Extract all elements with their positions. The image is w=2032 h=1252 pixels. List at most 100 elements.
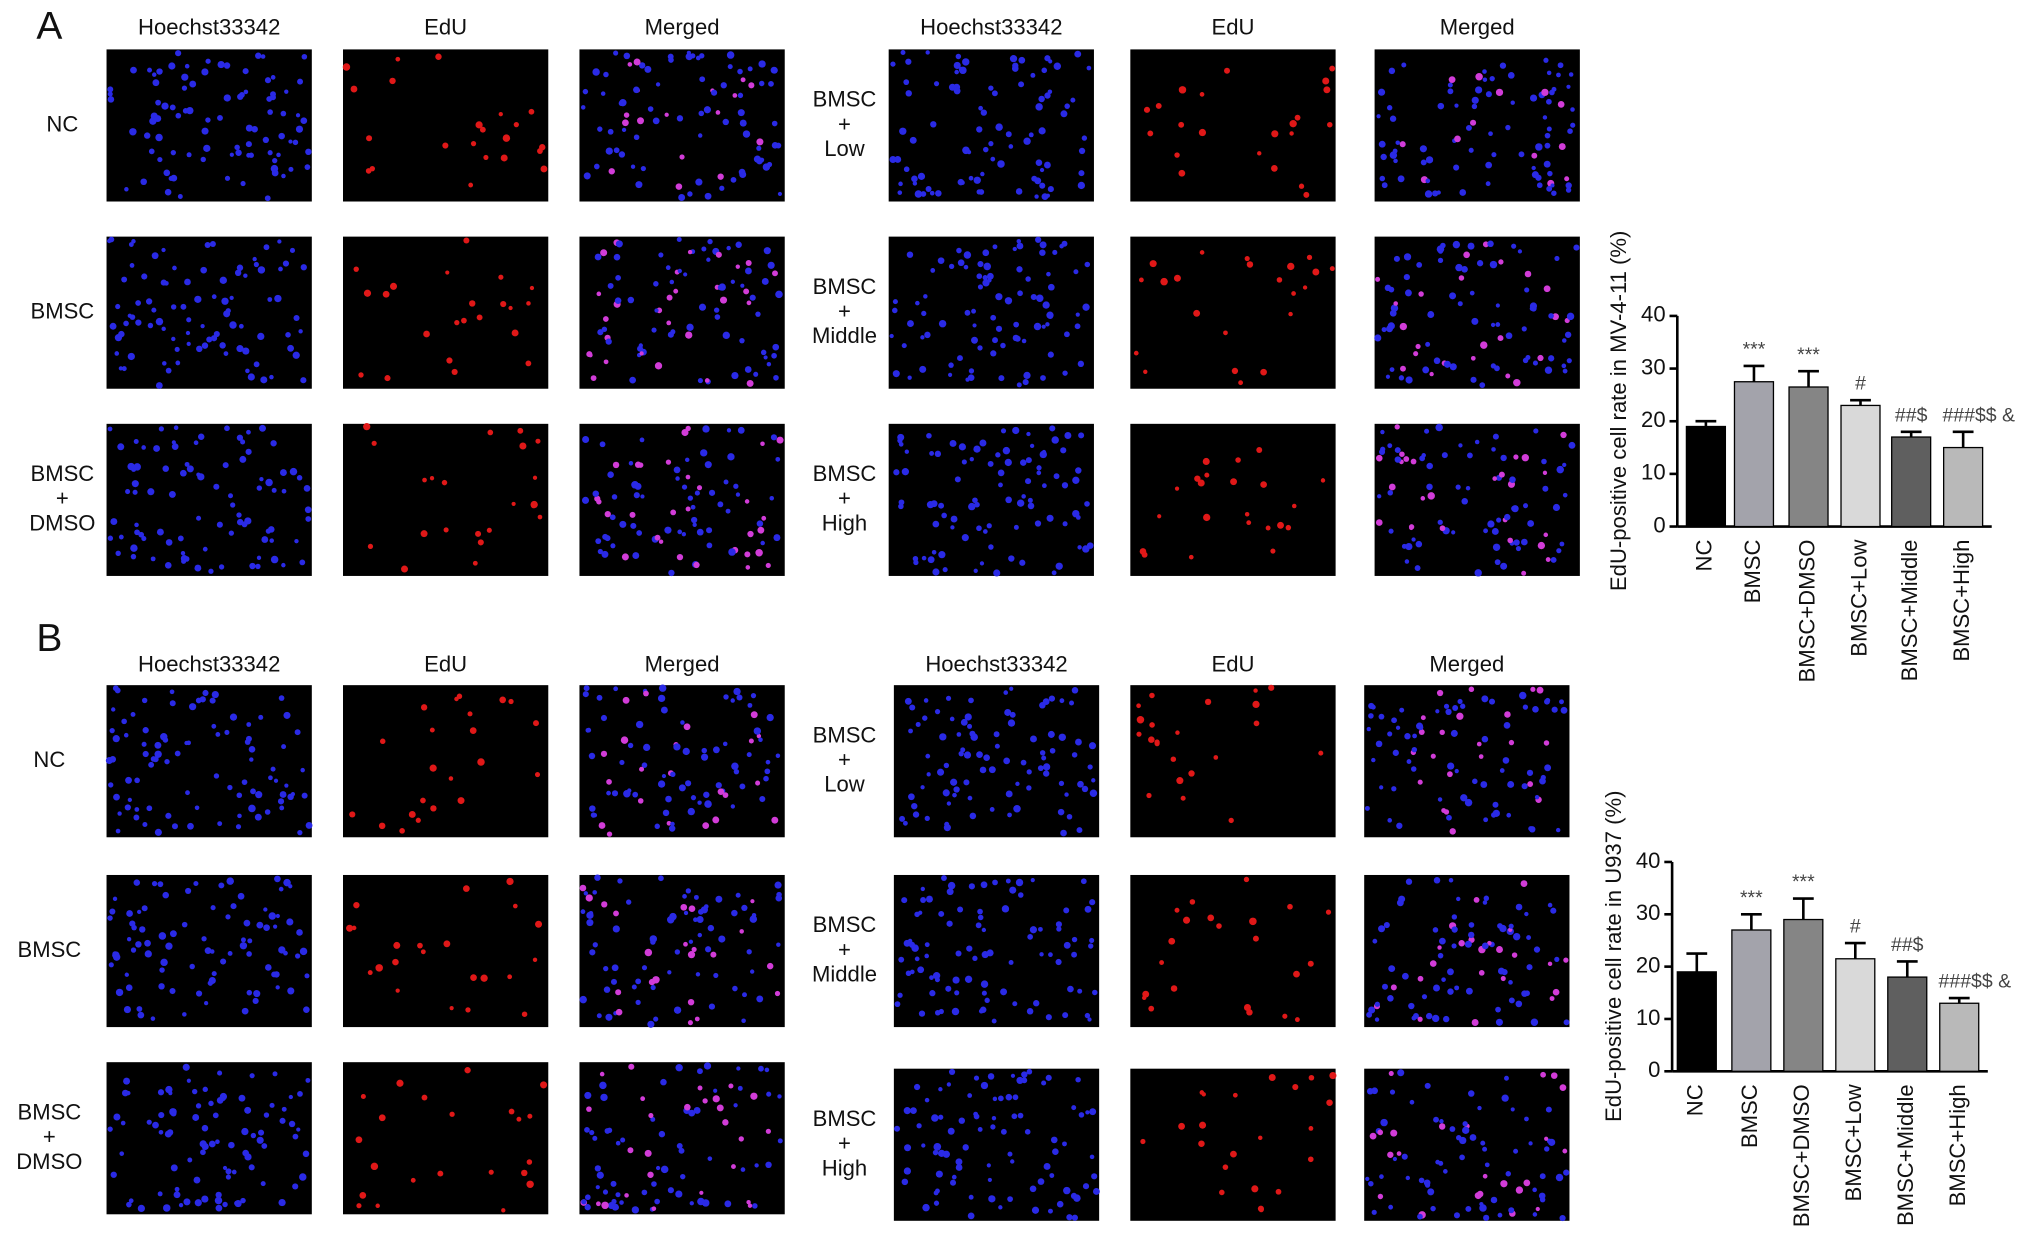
cell bbox=[768, 80, 774, 87]
cell bbox=[963, 779, 970, 786]
cell bbox=[1399, 451, 1405, 457]
cell bbox=[613, 910, 619, 917]
cell bbox=[703, 904, 709, 909]
cells bbox=[355, 1067, 548, 1213]
cell bbox=[892, 370, 900, 378]
cell bbox=[1503, 721, 1511, 729]
cell bbox=[711, 89, 718, 96]
cell bbox=[914, 190, 923, 198]
cell bbox=[979, 766, 987, 774]
cell bbox=[707, 238, 713, 245]
cell bbox=[125, 489, 131, 495]
cell bbox=[1021, 1071, 1028, 1078]
cell bbox=[717, 788, 725, 795]
cell bbox=[256, 555, 262, 560]
cells bbox=[346, 877, 543, 1017]
cell bbox=[286, 918, 294, 926]
cell bbox=[1401, 972, 1409, 980]
cell bbox=[921, 310, 927, 317]
cell bbox=[222, 1165, 228, 1171]
cell bbox=[1543, 532, 1549, 538]
cell bbox=[1379, 175, 1386, 182]
cell bbox=[1142, 990, 1150, 998]
cells bbox=[1143, 65, 1336, 198]
cell bbox=[1443, 1169, 1448, 1174]
cell bbox=[1213, 755, 1219, 760]
cell bbox=[977, 1127, 983, 1132]
cell bbox=[613, 686, 619, 692]
cell bbox=[737, 68, 743, 75]
cell bbox=[1026, 785, 1032, 791]
cell bbox=[773, 534, 781, 542]
cell bbox=[763, 355, 768, 360]
cell bbox=[202, 546, 208, 552]
cell bbox=[1507, 71, 1515, 79]
cell bbox=[461, 317, 467, 324]
cell bbox=[244, 1153, 252, 1161]
cell bbox=[986, 1163, 991, 1168]
cell bbox=[131, 480, 139, 488]
cell bbox=[146, 1119, 152, 1125]
cell bbox=[165, 539, 173, 546]
cell bbox=[1518, 151, 1525, 158]
cell bbox=[1369, 1132, 1377, 1140]
cell bbox=[970, 733, 978, 741]
cell bbox=[615, 989, 622, 996]
cell bbox=[1058, 733, 1066, 741]
cell bbox=[378, 822, 386, 830]
cell bbox=[1482, 1173, 1488, 1179]
cell bbox=[992, 244, 998, 250]
cell bbox=[973, 445, 981, 453]
cell bbox=[155, 133, 163, 142]
cell bbox=[430, 805, 437, 812]
x-tick-label: BMSC+Low bbox=[1846, 539, 1871, 656]
cell bbox=[938, 910, 945, 917]
cell bbox=[621, 127, 627, 133]
cell bbox=[1060, 110, 1068, 118]
cell bbox=[305, 516, 312, 522]
cell bbox=[1504, 513, 1511, 521]
cells bbox=[581, 425, 784, 577]
cell bbox=[525, 360, 532, 367]
micrograph bbox=[106, 1062, 312, 1215]
cell bbox=[615, 1008, 623, 1016]
cells bbox=[107, 50, 312, 202]
cell bbox=[1451, 943, 1457, 949]
cell bbox=[1000, 342, 1006, 349]
cell bbox=[620, 1137, 626, 1143]
cell bbox=[533, 720, 539, 727]
cell bbox=[653, 1016, 659, 1022]
cell bbox=[145, 298, 153, 305]
cell bbox=[990, 156, 996, 162]
cell bbox=[350, 85, 358, 93]
cell bbox=[746, 949, 752, 955]
cell bbox=[141, 273, 148, 280]
cell bbox=[1157, 514, 1162, 519]
cell bbox=[1495, 322, 1501, 327]
cell bbox=[230, 903, 237, 910]
cell bbox=[1500, 454, 1507, 462]
cell bbox=[269, 538, 274, 543]
cell bbox=[141, 905, 148, 912]
cell bbox=[1492, 801, 1499, 808]
cell bbox=[1091, 1173, 1098, 1180]
cell bbox=[697, 1197, 705, 1206]
cell bbox=[1448, 76, 1456, 83]
cell bbox=[1490, 812, 1497, 818]
cell bbox=[1087, 764, 1093, 770]
cell bbox=[234, 144, 240, 151]
cell bbox=[142, 821, 148, 828]
cell bbox=[1021, 1077, 1028, 1084]
cell bbox=[502, 134, 511, 142]
cell bbox=[657, 780, 666, 788]
cell bbox=[1061, 482, 1069, 489]
cell bbox=[611, 1198, 617, 1205]
cell bbox=[508, 1108, 515, 1115]
cell bbox=[628, 1063, 635, 1070]
cell bbox=[740, 77, 746, 83]
cell bbox=[1041, 67, 1048, 74]
cell bbox=[1074, 323, 1081, 330]
cell bbox=[685, 780, 692, 787]
cell bbox=[977, 908, 983, 915]
cell bbox=[763, 775, 769, 782]
